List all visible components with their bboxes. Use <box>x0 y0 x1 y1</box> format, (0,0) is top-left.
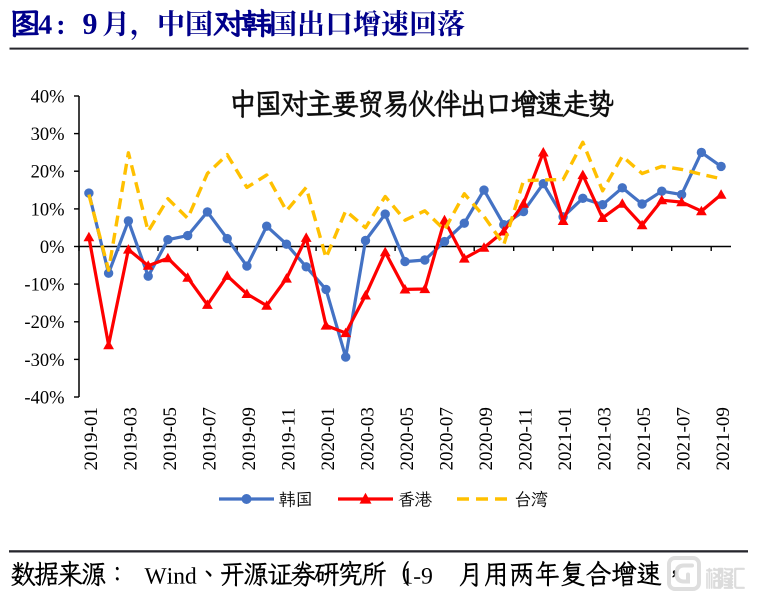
svg-text:2021-05: 2021-05 <box>634 407 655 470</box>
svg-text:2021-09: 2021-09 <box>713 407 734 470</box>
svg-text:2019-11: 2019-11 <box>279 408 300 471</box>
svg-text:2020-07: 2020-07 <box>437 407 458 470</box>
svg-text:2019-05: 2019-05 <box>160 407 181 470</box>
svg-text:-30%: -30% <box>24 351 64 371</box>
svg-text:-40%: -40% <box>24 388 64 408</box>
svg-text:-20%: -20% <box>24 313 64 333</box>
svg-text:2021-07: 2021-07 <box>674 407 695 470</box>
svg-text:40%: 40% <box>31 87 65 107</box>
svg-text:2020-01: 2020-01 <box>318 407 339 470</box>
svg-text:30%: 30% <box>31 125 65 145</box>
svg-text:2019-03: 2019-03 <box>120 407 141 470</box>
svg-text:2019-01: 2019-01 <box>81 407 102 470</box>
svg-text:2020-05: 2020-05 <box>397 407 418 470</box>
svg-text:20%: 20% <box>31 163 65 183</box>
svg-text:2019-09: 2019-09 <box>239 407 260 470</box>
svg-text:-10%: -10% <box>24 276 64 296</box>
svg-text:2020-03: 2020-03 <box>358 407 379 470</box>
svg-text:2020-11: 2020-11 <box>516 408 537 471</box>
svg-text:10%: 10% <box>31 200 65 220</box>
svg-text:2021-03: 2021-03 <box>595 407 616 470</box>
svg-text:2021-01: 2021-01 <box>555 407 576 470</box>
svg-text:0%: 0% <box>40 238 65 258</box>
svg-text:2019-07: 2019-07 <box>199 407 220 470</box>
svg-text:2020-09: 2020-09 <box>476 407 497 470</box>
